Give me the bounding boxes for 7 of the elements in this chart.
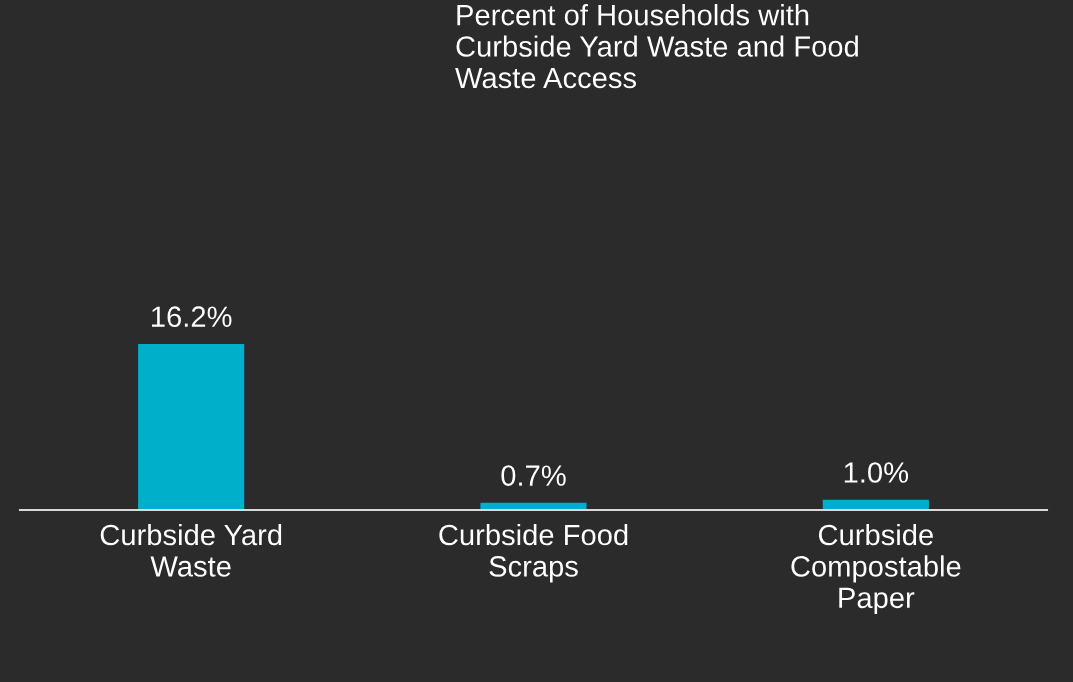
chart-title: Percent of Households with Curbside Yard Waste and Food Waste Access <box>455 4 858 89</box>
data-label: 0.7% <box>501 465 566 486</box>
x-tick-label: Curbside Compostable Paper <box>791 523 961 614</box>
x-tick-label: Curbside Food Scraps <box>439 523 628 583</box>
x-tick-label: Curbside Yard Waste <box>100 523 282 577</box>
data-label: 16.2% <box>152 306 232 327</box>
data-label: 1.0% <box>844 462 909 483</box>
